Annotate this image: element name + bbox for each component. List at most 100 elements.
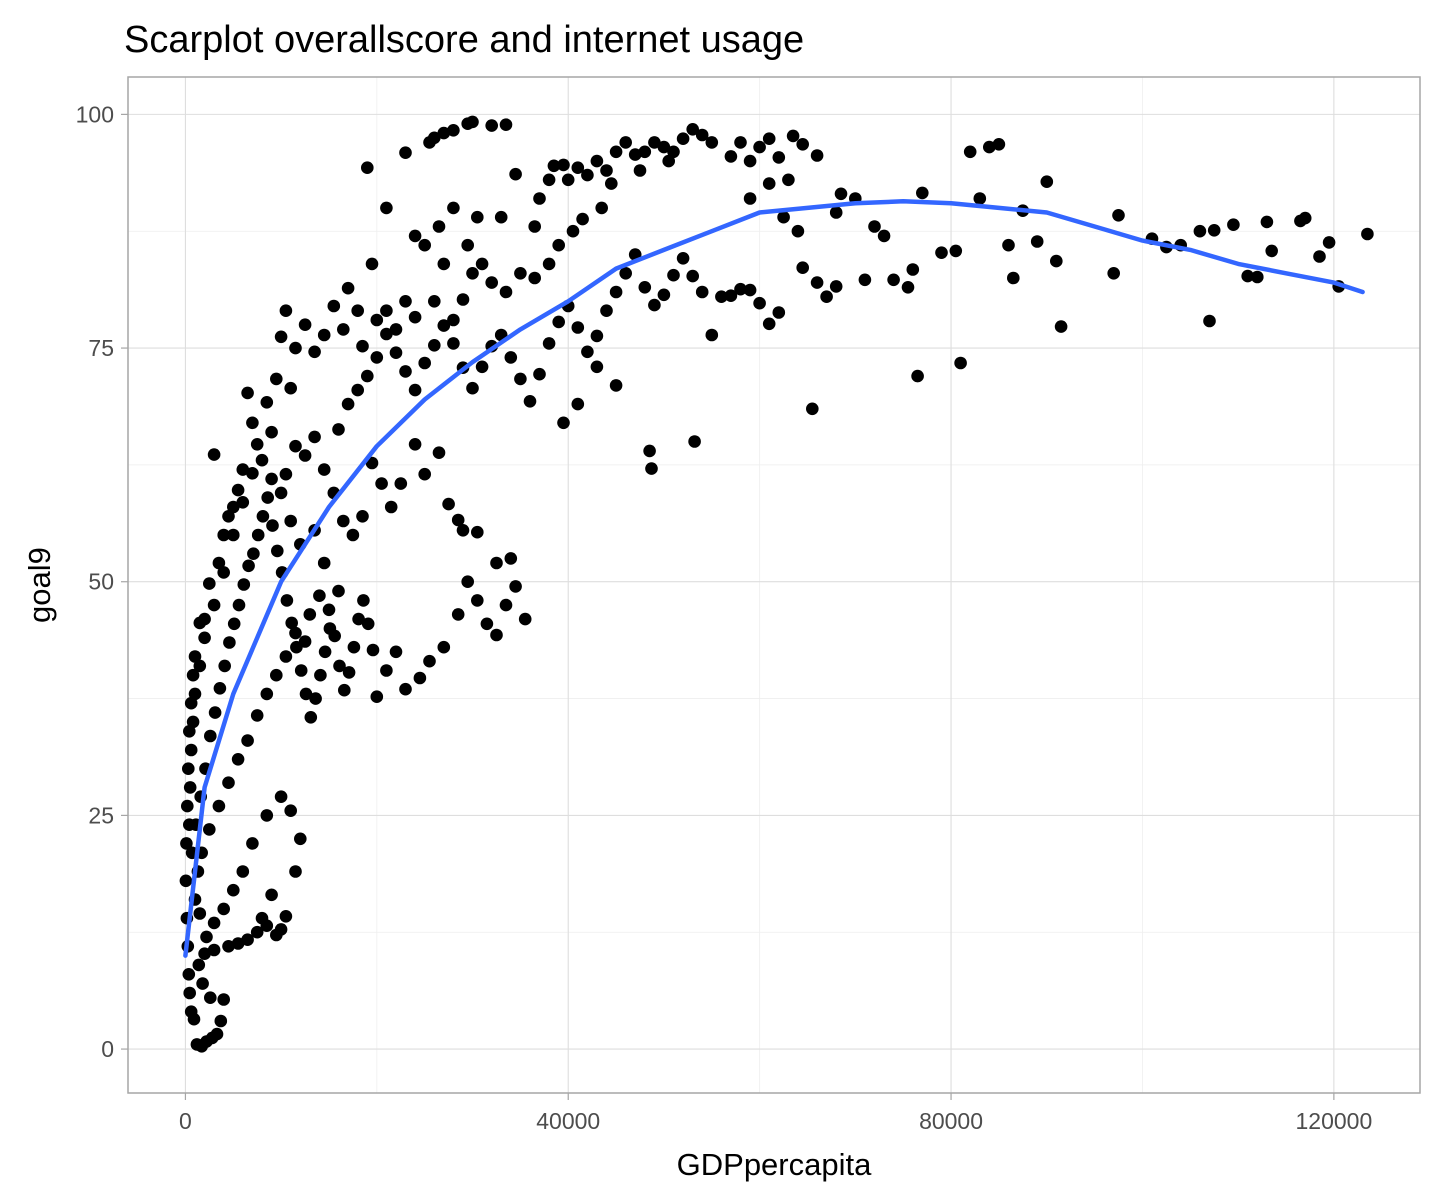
- data-point: [327, 299, 341, 313]
- data-point: [317, 463, 331, 476]
- data-point: [447, 124, 460, 137]
- data-point: [298, 449, 312, 462]
- trend-line: [183, 199, 1365, 958]
- x-tick-label: 0: [179, 1108, 192, 1134]
- data-point: [1251, 270, 1264, 284]
- data-point: [342, 666, 356, 679]
- data-point: [648, 298, 661, 312]
- data-point: [494, 210, 508, 224]
- data-point: [203, 823, 216, 836]
- data-point: [352, 612, 365, 626]
- data-point: [179, 874, 193, 888]
- data-point: [638, 145, 652, 159]
- data-point: [533, 367, 546, 381]
- data-point: [916, 186, 929, 200]
- data-point: [389, 346, 403, 360]
- data-point: [451, 608, 465, 621]
- data-point: [782, 173, 795, 187]
- y-tick-label: 100: [76, 101, 114, 127]
- data-point: [820, 290, 833, 304]
- data-point: [605, 177, 618, 190]
- data-point: [380, 201, 393, 215]
- data-point: [260, 396, 274, 409]
- data-point: [777, 210, 790, 224]
- data-point: [289, 439, 302, 453]
- data-point: [389, 645, 403, 659]
- data-point: [451, 513, 465, 527]
- data-point: [186, 715, 200, 729]
- data-point: [1107, 267, 1120, 280]
- data-point: [676, 132, 690, 145]
- data-point: [251, 528, 265, 542]
- data-point: [207, 448, 221, 461]
- data-point: [686, 123, 699, 136]
- data-point: [236, 463, 250, 476]
- data-point: [223, 636, 236, 649]
- data-point: [183, 986, 196, 1000]
- data-point: [423, 654, 436, 668]
- data-point: [322, 603, 336, 617]
- data-point: [237, 578, 251, 591]
- data-point: [786, 129, 800, 143]
- data-point: [963, 145, 977, 159]
- data-point: [218, 659, 231, 673]
- data-point: [705, 136, 719, 149]
- data-point: [662, 154, 675, 168]
- data-point: [743, 154, 757, 168]
- data-point: [528, 271, 541, 285]
- data-point: [557, 416, 570, 430]
- data-point: [834, 187, 848, 201]
- data-point: [724, 289, 738, 303]
- data-point: [246, 837, 259, 850]
- major-gridlines: [128, 77, 1420, 1093]
- data-point: [1002, 238, 1015, 252]
- data-point: [280, 594, 294, 607]
- data-point: [246, 467, 259, 480]
- y-tick-label: 50: [88, 569, 114, 595]
- data-point: [480, 617, 494, 631]
- plot-panel: [127, 76, 1421, 1094]
- data-point: [207, 598, 221, 612]
- data-point: [571, 397, 585, 411]
- data-point: [1207, 224, 1221, 237]
- data-point: [250, 438, 264, 451]
- data-point: [361, 369, 374, 383]
- data-point: [274, 790, 288, 803]
- data-point: [983, 140, 996, 154]
- data-point: [619, 267, 632, 280]
- data-point: [314, 668, 327, 682]
- data-point: [289, 865, 302, 878]
- data-point: [418, 467, 432, 481]
- data-point: [242, 559, 255, 573]
- data-point: [274, 486, 288, 500]
- data-point: [796, 261, 809, 275]
- data-point: [317, 556, 331, 570]
- data-point: [222, 510, 235, 523]
- data-point: [428, 339, 441, 352]
- data-point: [241, 386, 254, 400]
- data-point: [676, 251, 690, 265]
- data-point: [504, 351, 518, 364]
- data-point: [471, 594, 484, 607]
- data-point: [361, 161, 374, 174]
- data-point: [247, 547, 260, 560]
- data-point: [380, 327, 393, 341]
- data-point: [294, 832, 307, 846]
- data-point: [231, 753, 245, 766]
- data-point: [182, 968, 196, 981]
- data-point: [762, 317, 776, 331]
- data-point: [466, 381, 479, 395]
- data-point: [274, 330, 288, 344]
- data-point: [571, 321, 585, 334]
- data-point: [796, 138, 809, 151]
- chart-title: Scarplot overallscore and internet usage: [124, 19, 804, 61]
- data-point: [447, 313, 460, 327]
- data-point: [638, 281, 652, 294]
- data-point: [284, 514, 298, 528]
- data-point: [437, 640, 451, 654]
- data-point: [499, 285, 513, 299]
- data-point: [609, 145, 623, 159]
- data-point: [973, 192, 987, 205]
- data-point: [829, 206, 843, 219]
- data-point: [212, 799, 226, 813]
